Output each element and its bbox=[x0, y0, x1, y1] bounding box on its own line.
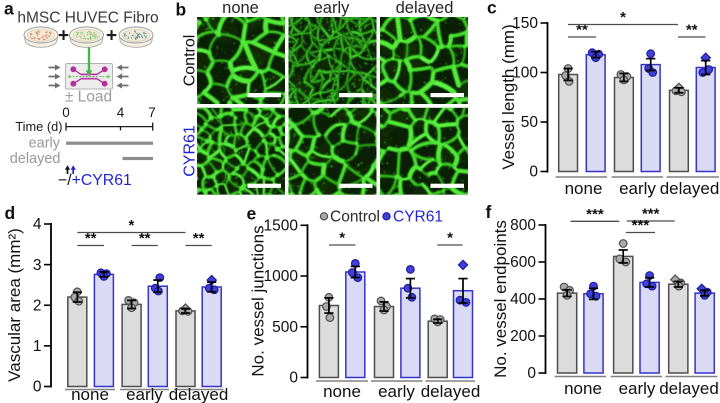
svg-text:early: early bbox=[619, 179, 656, 198]
svg-text:1500: 1500 bbox=[264, 218, 299, 235]
svg-text:Time (d): Time (d) bbox=[15, 119, 62, 134]
svg-text:7: 7 bbox=[148, 105, 156, 120]
svg-text:1000: 1000 bbox=[264, 268, 299, 285]
svg-text:*: * bbox=[128, 217, 134, 234]
svg-text:150: 150 bbox=[512, 15, 538, 32]
svg-text:**: ** bbox=[576, 22, 588, 39]
svg-text:**: ** bbox=[686, 22, 698, 39]
svg-text:CYR61: CYR61 bbox=[393, 209, 443, 226]
svg-text:−/+CYR61: −/+CYR61 bbox=[58, 172, 132, 189]
svg-text:**: ** bbox=[193, 230, 205, 247]
svg-text:f: f bbox=[486, 202, 492, 222]
svg-text:100: 100 bbox=[512, 65, 538, 82]
svg-text:500: 500 bbox=[272, 319, 298, 336]
svg-text:4: 4 bbox=[33, 216, 42, 233]
svg-text:No. vessel junctions: No. vessel junctions bbox=[249, 225, 268, 376]
svg-text:early: early bbox=[619, 379, 656, 398]
svg-text:0: 0 bbox=[33, 379, 42, 396]
svg-text:800: 800 bbox=[510, 217, 536, 234]
svg-text:0: 0 bbox=[529, 164, 538, 181]
svg-text:50: 50 bbox=[521, 114, 539, 131]
svg-text:***: *** bbox=[642, 206, 660, 223]
svg-text:CYR61: CYR61 bbox=[182, 125, 199, 177]
svg-text:200: 200 bbox=[510, 328, 536, 345]
svg-text:hMSC HUVEC Fibro: hMSC HUVEC Fibro bbox=[17, 10, 158, 27]
svg-text:e: e bbox=[247, 204, 257, 224]
svg-text:delayed: delayed bbox=[660, 179, 720, 198]
svg-text:0: 0 bbox=[289, 370, 298, 387]
svg-text:4: 4 bbox=[117, 105, 125, 120]
svg-text:1: 1 bbox=[33, 338, 42, 355]
svg-text:b: b bbox=[176, 0, 187, 20]
svg-text:**: ** bbox=[85, 230, 97, 247]
svg-text:c: c bbox=[487, 0, 497, 18]
svg-text:No. vessel endpoints: No. vessel endpoints bbox=[491, 220, 510, 378]
svg-text:delayed: delayed bbox=[396, 0, 454, 17]
svg-text:Vascular area (mm²): Vascular area (mm²) bbox=[5, 228, 24, 382]
svg-text:delayed: delayed bbox=[10, 151, 61, 167]
svg-text:2: 2 bbox=[33, 297, 42, 314]
svg-text:0: 0 bbox=[527, 365, 536, 382]
svg-text:delayed: delayed bbox=[659, 379, 719, 398]
svg-text:*: * bbox=[620, 9, 626, 26]
svg-text:early: early bbox=[378, 382, 415, 401]
svg-text:none: none bbox=[222, 0, 259, 17]
svg-text:400: 400 bbox=[510, 291, 536, 308]
svg-text:+: + bbox=[106, 26, 117, 47]
svg-text:Vessel length (mm): Vessel length (mm) bbox=[499, 24, 518, 170]
svg-text:none: none bbox=[564, 379, 602, 398]
svg-text:d: d bbox=[5, 203, 16, 223]
svg-text:early: early bbox=[29, 136, 61, 152]
svg-text:3: 3 bbox=[33, 257, 42, 274]
svg-text:early: early bbox=[126, 385, 163, 403]
svg-text:Control: Control bbox=[330, 209, 380, 226]
svg-text:delayed: delayed bbox=[421, 382, 481, 401]
svg-text:*: * bbox=[339, 230, 345, 247]
svg-text:0: 0 bbox=[62, 105, 70, 120]
svg-text:delayed: delayed bbox=[169, 385, 229, 403]
svg-text:**: ** bbox=[139, 230, 151, 247]
svg-text:none: none bbox=[71, 385, 109, 403]
svg-text:± Load: ± Load bbox=[65, 89, 112, 106]
svg-text:early: early bbox=[314, 0, 351, 17]
svg-text:Control: Control bbox=[182, 35, 199, 87]
svg-text:none: none bbox=[323, 382, 361, 401]
svg-text:none: none bbox=[565, 179, 603, 198]
svg-text:***: *** bbox=[632, 217, 650, 234]
svg-text:+: + bbox=[58, 26, 69, 47]
svg-text:a: a bbox=[4, 0, 14, 19]
svg-text:***: *** bbox=[586, 206, 604, 223]
svg-text:*: * bbox=[447, 230, 453, 247]
svg-text:600: 600 bbox=[510, 254, 536, 271]
